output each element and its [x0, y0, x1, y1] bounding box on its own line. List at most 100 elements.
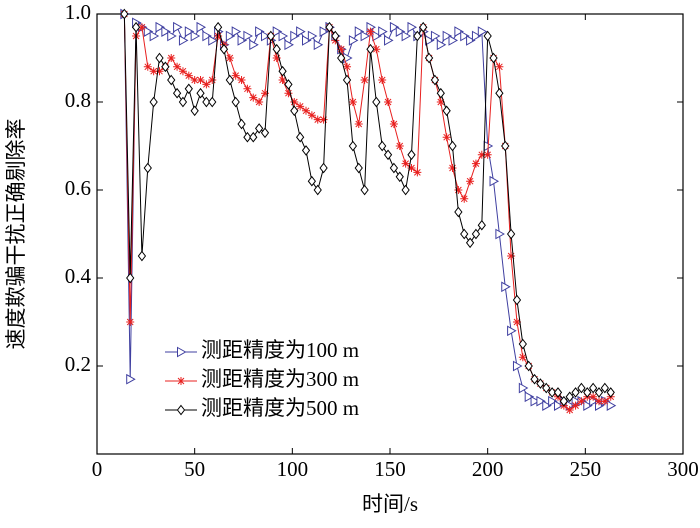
point-marker — [512, 294, 522, 306]
point-marker — [384, 35, 394, 46]
x-tick-label: 100 — [277, 457, 309, 481]
point-marker — [389, 162, 399, 174]
point-marker — [424, 52, 434, 64]
point-marker — [249, 131, 258, 143]
point-marker — [325, 21, 334, 33]
point-marker — [436, 87, 445, 99]
point-marker — [143, 162, 152, 174]
point-marker — [419, 21, 428, 33]
series-line — [123, 13, 612, 402]
point-marker — [120, 8, 129, 20]
point-marker — [208, 35, 218, 46]
series-line — [123, 13, 612, 411]
point-marker — [213, 21, 223, 33]
point-marker — [243, 30, 253, 42]
point-marker — [501, 281, 511, 293]
point-marker — [237, 35, 248, 46]
point-marker — [401, 159, 410, 168]
point-marker — [343, 62, 352, 71]
point-marker — [260, 89, 269, 98]
legend-label: 测距精度为500 m — [201, 396, 359, 420]
point-marker — [471, 228, 481, 240]
point-marker — [372, 96, 381, 108]
point-marker — [530, 373, 539, 385]
point-marker — [202, 80, 211, 89]
point-marker — [565, 406, 574, 414]
point-marker — [149, 67, 158, 76]
point-marker — [225, 74, 234, 86]
point-marker — [243, 84, 252, 93]
point-marker — [360, 184, 369, 196]
point-marker — [178, 35, 189, 46]
point-marker — [126, 318, 135, 326]
point-marker — [454, 26, 464, 37]
point-marker — [278, 65, 287, 77]
point-marker — [155, 21, 166, 33]
y-axis-title: 速度欺骗干扰正确剔除率 — [4, 119, 28, 350]
point-marker — [331, 30, 340, 42]
point-marker — [208, 76, 217, 84]
point-marker — [454, 186, 463, 194]
point-marker — [606, 400, 617, 411]
point-marker — [284, 89, 293, 98]
point-marker — [342, 74, 352, 86]
point-marker — [383, 149, 393, 161]
point-marker — [272, 26, 283, 37]
point-marker — [231, 71, 240, 80]
point-marker — [290, 98, 299, 106]
point-marker — [454, 206, 463, 218]
point-marker — [378, 76, 387, 84]
point-marker — [407, 21, 418, 33]
point-marker — [167, 74, 176, 86]
point-marker — [278, 76, 287, 84]
point-marker — [483, 30, 492, 42]
x-tick-label: 300 — [667, 457, 699, 481]
point-marker — [524, 360, 533, 372]
point-marker — [196, 87, 205, 99]
point-marker — [167, 30, 177, 42]
point-marker — [395, 171, 404, 183]
point-marker — [430, 74, 440, 86]
point-marker — [477, 219, 486, 231]
point-marker — [372, 30, 382, 42]
point-marker — [260, 30, 271, 42]
point-marker — [571, 401, 580, 410]
point-marker — [284, 39, 294, 51]
point-marker — [465, 237, 475, 249]
point-marker — [231, 96, 240, 108]
x-tick-label: 50 — [184, 457, 205, 481]
point-marker — [290, 105, 299, 117]
point-marker — [214, 32, 223, 40]
point-marker — [360, 76, 369, 84]
point-marker — [360, 30, 371, 42]
point-marker — [606, 387, 615, 398]
point-marker — [254, 123, 264, 134]
point-marker — [547, 387, 557, 398]
point-marker — [583, 400, 593, 411]
point-marker — [372, 45, 381, 54]
point-marker — [378, 26, 388, 37]
y-tick-label: 0.4 — [65, 264, 92, 288]
point-marker — [202, 30, 212, 42]
point-marker — [460, 194, 469, 203]
y-tick-label: 0.8 — [65, 88, 91, 112]
point-marker — [237, 76, 246, 84]
legend-marker — [177, 377, 185, 385]
point-marker — [389, 21, 400, 33]
point-marker — [460, 228, 469, 240]
point-marker — [512, 360, 523, 372]
point-marker — [155, 52, 164, 64]
point-marker — [384, 98, 393, 106]
point-marker — [167, 54, 176, 62]
point-marker — [442, 105, 451, 117]
point-marker — [149, 30, 160, 42]
point-marker — [184, 26, 195, 37]
point-marker — [337, 52, 346, 64]
point-marker — [495, 228, 505, 240]
point-marker — [131, 21, 141, 33]
point-marker — [178, 96, 188, 108]
point-marker — [436, 39, 447, 51]
point-marker — [589, 382, 598, 394]
point-marker — [524, 391, 535, 403]
